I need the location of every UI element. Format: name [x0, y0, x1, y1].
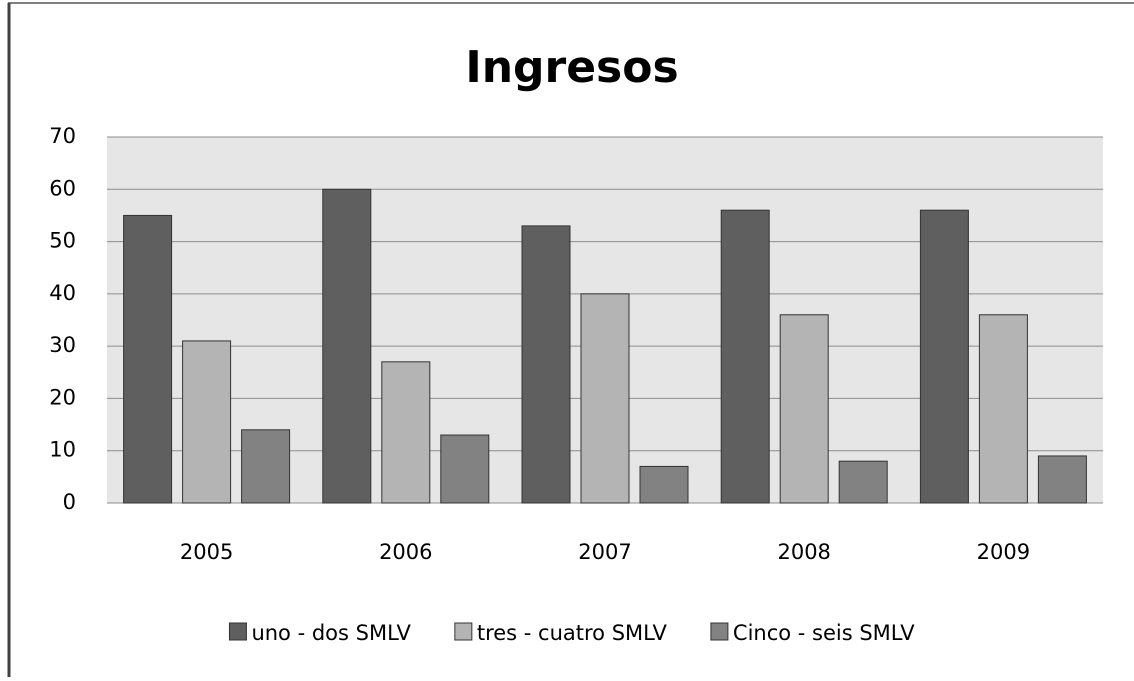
bar — [123, 214, 173, 504]
y-tick-label: 60 — [49, 176, 76, 200]
y-tick-label: 50 — [49, 229, 76, 253]
legend-swatch — [454, 622, 473, 641]
x-tick-label: 2006 — [379, 540, 432, 564]
y-tick-label: 30 — [49, 333, 76, 357]
y-tick-label: 10 — [49, 438, 76, 462]
legend-swatch — [710, 622, 729, 641]
x-tick-label: 2007 — [578, 540, 631, 564]
x-tick-label: 2009 — [977, 540, 1030, 564]
bar — [978, 314, 1028, 504]
legend-label: Cinco - seis SMLV — [733, 621, 915, 645]
bar — [838, 460, 888, 504]
y-tick-label: 20 — [49, 385, 76, 409]
bar — [779, 314, 829, 504]
bar — [919, 209, 969, 504]
legend-swatch — [228, 622, 247, 641]
bar — [1037, 455, 1087, 504]
legend-label: tres - cuatro SMLV — [477, 621, 668, 645]
y-tick-label: 40 — [49, 281, 76, 305]
x-tick-label: 2008 — [777, 540, 830, 564]
bar — [241, 429, 291, 504]
bar — [639, 465, 689, 504]
bar — [580, 293, 630, 504]
bar — [720, 209, 770, 504]
bar — [182, 340, 232, 504]
x-tick-label: 2005 — [180, 540, 233, 564]
legend-label: uno - dos SMLV — [251, 621, 411, 645]
y-tick-label: 70 — [49, 124, 76, 148]
bar — [440, 434, 490, 504]
bar — [521, 225, 571, 504]
y-tick-label: 0 — [63, 490, 76, 514]
bar — [381, 361, 431, 504]
bar — [322, 188, 372, 504]
chart-title: Ingresos — [465, 42, 678, 93]
